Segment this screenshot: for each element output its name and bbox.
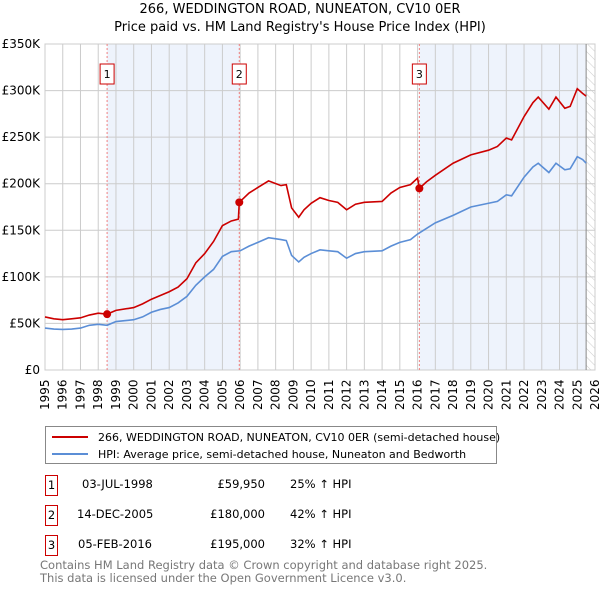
y-tick-label: £350K (2, 37, 42, 51)
x-tick-label: 2001 (144, 379, 158, 410)
x-tick-label: 2020 (482, 379, 496, 410)
transaction-row: 3 05-FEB-2016 £195,000 32% ↑ HPI (45, 535, 445, 556)
sale-label-box (411, 63, 427, 85)
x-tick-label: 2021 (499, 379, 513, 410)
x-tick-label: 2015 (393, 379, 407, 410)
legend-label: HPI: Average price, semi-detached house,… (98, 447, 467, 461)
x-tick-label: 2008 (269, 379, 283, 410)
y-tick-label: £300K (2, 84, 42, 98)
shaded-period (107, 44, 240, 370)
x-tick-label: 2017 (428, 379, 442, 410)
x-tick-label: 2000 (127, 379, 141, 410)
transaction-date: 03-JUL-1998 (82, 477, 153, 491)
sale-point (103, 310, 112, 319)
chart-subtitle: Price paid vs. HM Land Registry's House … (114, 20, 486, 35)
x-tick-label: 1997 (73, 379, 87, 410)
transaction-marker: 3 (45, 535, 58, 556)
transaction-price: £195,000 (210, 537, 265, 551)
x-tick-label: 2002 (162, 379, 176, 410)
x-tick-label: 1999 (109, 379, 123, 410)
x-tick-label: 2016 (411, 379, 425, 410)
plot-border (44, 43, 596, 371)
footer: Contains HM Land Registry data © Crown c… (40, 559, 487, 585)
licence-text: This data is licensed under the Open Gov… (40, 571, 407, 585)
sale-label-box (99, 63, 115, 85)
y-tick-label: £150K (2, 223, 42, 237)
x-tick-label: 2012 (340, 379, 354, 410)
transaction-marker: 2 (45, 505, 58, 526)
x-tick-label: 2024 (553, 379, 567, 410)
transaction-marker: 1 (45, 475, 58, 496)
x-tick-label: 2010 (304, 379, 318, 410)
sale-label: 1 (104, 68, 111, 81)
y-tick-label: £250K (2, 130, 42, 144)
x-tick-label: 2022 (517, 379, 531, 410)
future-hatch (586, 44, 595, 370)
x-tick-label: 2007 (251, 379, 265, 410)
x-tick-label: 2006 (233, 379, 247, 410)
x-tick-label: 2026 (588, 379, 600, 410)
copyright-text: Contains HM Land Registry data © Crown c… (40, 558, 488, 572)
x-tick-label: 1995 (38, 379, 52, 410)
x-tick-label: 1996 (56, 379, 70, 410)
x-tick-label: 2023 (535, 379, 549, 410)
legend-swatch (52, 453, 88, 455)
legend-item-property: 266, WEDDINGTON ROAD, NUNEATON, CV10 0ER… (46, 429, 500, 445)
x-tick-label: 2018 (446, 379, 460, 410)
hpi-line (44, 155, 587, 331)
property-line (44, 87, 587, 321)
transaction-hpi: 42% ↑ HPI (290, 507, 352, 521)
transaction-price: £180,000 (210, 507, 265, 521)
sale-label-box (231, 63, 247, 85)
y-tick-label: £100K (2, 270, 42, 284)
x-tick-label: 2009 (286, 379, 300, 410)
price-chart: 1995 1996 1997 1998 1999 2000 2001 2002 2003 2004… (2, 37, 600, 410)
legend-item-hpi: HPI: Average price, semi-detached house,… (46, 446, 466, 462)
transaction-row: 2 14-DEC-2005 £180,000 42% ↑ HPI (45, 505, 445, 526)
y-tick-label: £200K (2, 177, 42, 191)
legend: 266, WEDDINGTON ROAD, NUNEATON, CV10 0ER… (45, 426, 500, 464)
transaction-date: 05-FEB-2016 (78, 537, 152, 551)
x-tick-label: 2011 (322, 379, 336, 410)
x-tick-label: 2019 (464, 379, 478, 410)
x-tick-label: 1998 (91, 379, 105, 410)
x-tick-label: 2005 (215, 379, 229, 410)
transaction-row: 1 03-JUL-1998 £59,950 25% ↑ HPI (45, 475, 445, 496)
legend-swatch (52, 436, 88, 438)
sale-label: 3 (416, 68, 423, 81)
x-tick-label: 2014 (375, 379, 389, 410)
sale-label: 2 (236, 68, 243, 81)
chart-title: 266, WEDDINGTON ROAD, NUNEATON, CV10 0ER (139, 2, 461, 17)
shaded-period (419, 44, 587, 370)
sale-point (415, 184, 424, 193)
x-tick-label: 2004 (198, 379, 212, 410)
sale-point (235, 198, 244, 207)
transaction-date: 14-DEC-2005 (77, 507, 154, 521)
x-tick-label: 2025 (570, 379, 584, 410)
transaction-hpi: 25% ↑ HPI (290, 477, 352, 491)
transaction-hpi: 32% ↑ HPI (290, 537, 352, 551)
y-tick-label: £0 (25, 363, 40, 377)
legend-label: 266, WEDDINGTON ROAD, NUNEATON, CV10 0ER… (98, 430, 501, 444)
y-tick-label: £50K (9, 316, 41, 330)
x-tick-label: 2003 (180, 379, 194, 410)
x-tick-label: 2013 (357, 379, 371, 410)
transaction-price: £59,950 (217, 477, 265, 491)
